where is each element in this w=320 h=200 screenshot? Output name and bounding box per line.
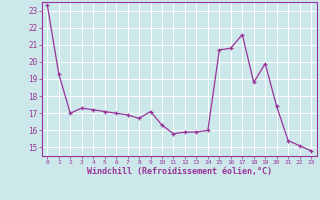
X-axis label: Windchill (Refroidissement éolien,°C): Windchill (Refroidissement éolien,°C) bbox=[87, 167, 272, 176]
